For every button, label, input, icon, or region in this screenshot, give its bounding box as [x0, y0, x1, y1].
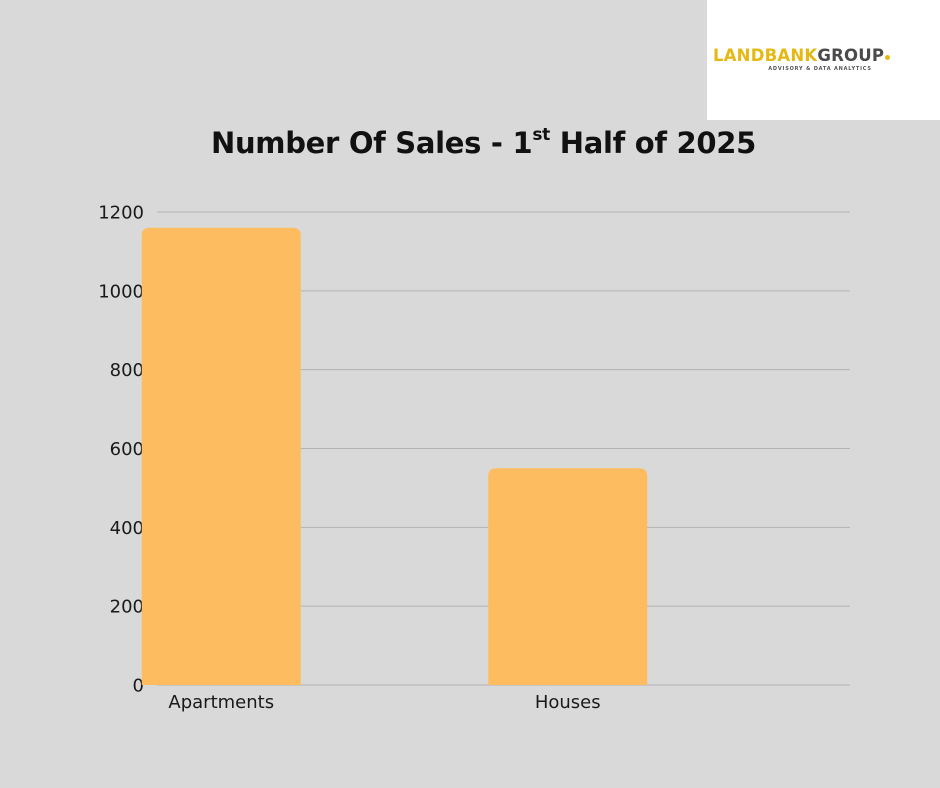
bar-houses — [488, 468, 648, 685]
logo-word-part1: LANDBANK — [713, 46, 818, 65]
logo-panel: LANDBANKGROUP ADVISORY & DATA ANALYTICS — [707, 0, 940, 120]
y-tick-label: 1000 — [98, 281, 144, 302]
chart-title-rest: Half of 2025 — [549, 126, 757, 160]
x-category-label: Houses — [535, 692, 601, 713]
y-tick-label: 200 — [110, 597, 144, 618]
y-tick-label: 1200 — [98, 203, 144, 224]
logo-dot-icon — [885, 55, 891, 60]
chart-title: Number Of Sales - 1st Half of 2025 — [0, 125, 940, 160]
logo-word-part2: GROUP — [817, 46, 885, 65]
y-tick-label: 600 — [110, 439, 144, 460]
y-tick-label: 400 — [110, 518, 144, 539]
y-tick-label: 800 — [110, 360, 144, 381]
x-category-label: Apartments — [168, 692, 274, 713]
company-logo: LANDBANKGROUP — [713, 46, 938, 66]
chart-title-superscript: st — [532, 125, 550, 146]
y-tick-label: 0 — [133, 676, 144, 697]
logo-tagline: ADVISORY & DATA ANALYTICS — [768, 66, 872, 72]
chart-title-main: Number Of Sales - 1 — [210, 126, 533, 160]
bar-apartments — [141, 227, 301, 685]
